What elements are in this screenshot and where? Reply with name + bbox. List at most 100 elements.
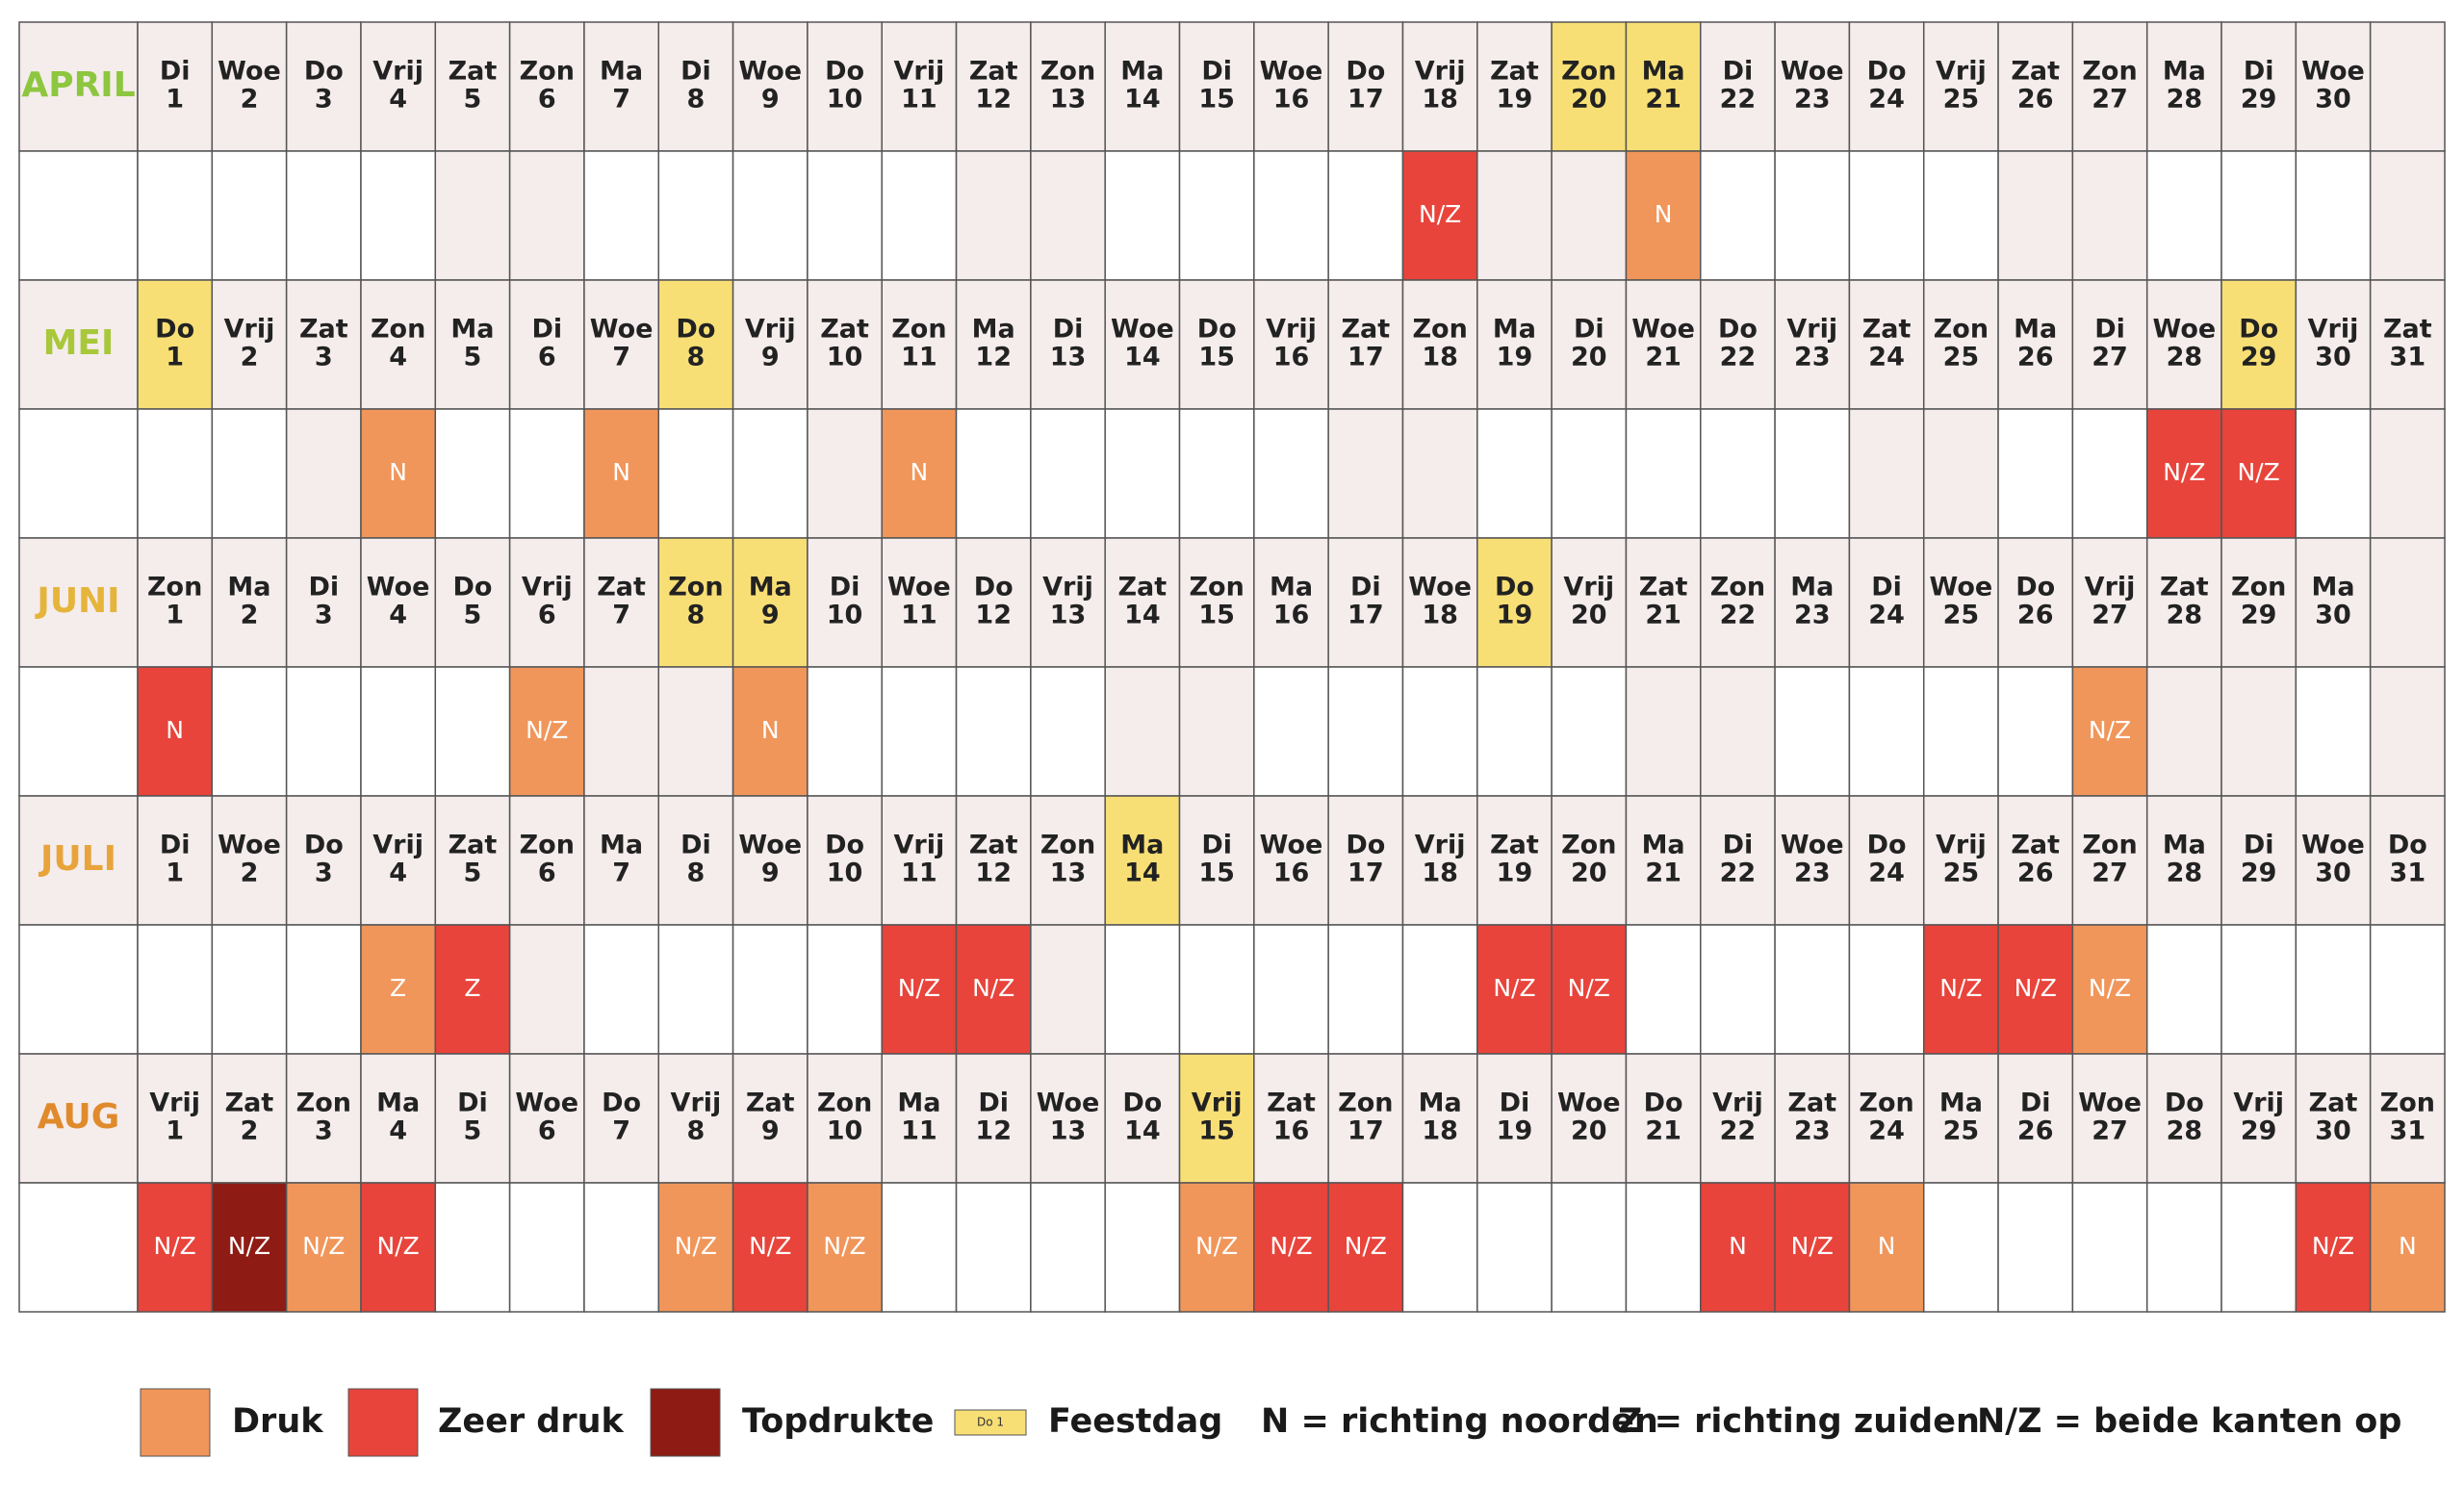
- weekday: Zon: [2380, 1089, 2435, 1118]
- day-number: 5: [464, 601, 482, 630]
- day-header: [881, 21, 958, 152]
- traffic-cell: [2145, 408, 2222, 539]
- weekday: Di: [1201, 831, 1232, 860]
- weekday: Ma: [2163, 831, 2206, 860]
- traffic-cell: [1700, 924, 1776, 1055]
- day-number: 3: [315, 85, 333, 115]
- traffic-label: N: [911, 458, 929, 486]
- weekday: Vrij: [1042, 573, 1093, 602]
- weekday: Ma: [1120, 57, 1164, 87]
- traffic-cell: [1476, 408, 1553, 539]
- day-number: 27: [2092, 601, 2128, 630]
- empty-cell: [2369, 666, 2446, 797]
- day-number: 8: [687, 85, 706, 115]
- weekday: Di: [1350, 573, 1381, 602]
- traffic-cell: [211, 924, 288, 1055]
- traffic-label: N/Z: [1493, 974, 1535, 1002]
- day-number: 11: [901, 1116, 937, 1146]
- weekday: Ma: [227, 573, 270, 602]
- traffic-cell: [1476, 1182, 1553, 1313]
- traffic-cell: [1178, 924, 1255, 1055]
- traffic-cell: [2145, 666, 2222, 797]
- day-number: 16: [1273, 601, 1310, 630]
- day-header: [732, 1053, 808, 1184]
- weekday: Zat: [2160, 573, 2209, 602]
- day-header: [137, 795, 214, 926]
- day-header: [2220, 279, 2297, 410]
- traffic-cell: [434, 666, 511, 797]
- weekday: Vrij: [2085, 573, 2136, 602]
- weekday: Zon: [520, 57, 575, 87]
- traffic-cell: [1848, 924, 1925, 1055]
- traffic-cell: [508, 408, 585, 539]
- day-header: [1104, 1053, 1181, 1184]
- weekday: Vrij: [1936, 831, 1987, 860]
- weekday: Do: [2239, 315, 2278, 345]
- traffic-label: N/Z: [675, 1232, 717, 1260]
- day-number: 30: [2315, 601, 2351, 630]
- day-number: 25: [1943, 601, 1980, 630]
- weekday: Di: [160, 831, 191, 860]
- traffic-cell: [508, 1182, 585, 1313]
- traffic-cell: [1848, 666, 1925, 797]
- weekday: Vrij: [149, 1089, 200, 1118]
- weekday: Do: [1867, 57, 1907, 87]
- weekday: Ma: [1419, 1089, 1462, 1118]
- traffic-cell: [657, 1182, 734, 1313]
- day-number: 29: [2241, 1116, 2277, 1146]
- traffic-cell: [881, 150, 958, 281]
- day-header: [1551, 537, 1628, 668]
- traffic-cell: [1625, 408, 1702, 539]
- traffic-cell: [1030, 924, 1106, 1055]
- day-header: [1997, 537, 2074, 668]
- weekday: Zon: [371, 315, 425, 345]
- weekday: Ma: [1120, 831, 1164, 860]
- legend-label: Zeer druk: [438, 1402, 625, 1441]
- weekday: Woe: [1408, 573, 1472, 602]
- day-header: [434, 1053, 511, 1184]
- day-number: 5: [464, 85, 482, 115]
- weekday: Di: [2020, 1089, 2051, 1118]
- weekday: Zon: [817, 1089, 872, 1118]
- day-header: [137, 1053, 214, 1184]
- day-header: [955, 795, 1032, 926]
- traffic-cell: [1253, 666, 1329, 797]
- day-header: [1848, 21, 1925, 152]
- day-number: 19: [1497, 601, 1533, 630]
- weekday: Ma: [450, 315, 494, 345]
- day-header: [434, 795, 511, 926]
- weekday: Zat: [1341, 315, 1390, 345]
- day-number: 19: [1497, 1116, 1533, 1146]
- weekday: Zon: [1561, 57, 1616, 87]
- traffic-cell: [2220, 1182, 2297, 1313]
- weekday: Di: [1723, 831, 1754, 860]
- weekday: Ma: [2014, 315, 2057, 345]
- weekday: Woe: [2078, 1089, 2142, 1118]
- day-number: 5: [464, 859, 482, 888]
- day-header: [732, 279, 808, 410]
- day-number: 13: [1050, 85, 1087, 115]
- day-header: [285, 1053, 362, 1184]
- traffic-cell: [211, 666, 288, 797]
- day-header: [2145, 795, 2222, 926]
- traffic-cell: [732, 150, 808, 281]
- day-header: [1774, 537, 1851, 668]
- traffic-cell: [881, 666, 958, 797]
- traffic-cell: [955, 150, 1032, 281]
- traffic-cell: [1848, 408, 1925, 539]
- weekday: Vrij: [894, 57, 945, 87]
- weekday: Woe: [887, 573, 951, 602]
- day-header: [807, 795, 883, 926]
- weekday: Zon: [1710, 573, 1765, 602]
- weekday: Zat: [1490, 57, 1539, 87]
- traffic-cell: [434, 1182, 511, 1313]
- day-number: 30: [2315, 85, 2351, 115]
- day-number: 18: [1422, 343, 1458, 372]
- day-header: [1104, 537, 1181, 668]
- traffic-cell: [1104, 150, 1181, 281]
- day-header: [360, 279, 437, 410]
- weekday: Di: [1201, 57, 1232, 87]
- traffic-cell: [1551, 1182, 1628, 1313]
- traffic-cell: [1401, 924, 1478, 1055]
- weekday: Zon: [1561, 831, 1616, 860]
